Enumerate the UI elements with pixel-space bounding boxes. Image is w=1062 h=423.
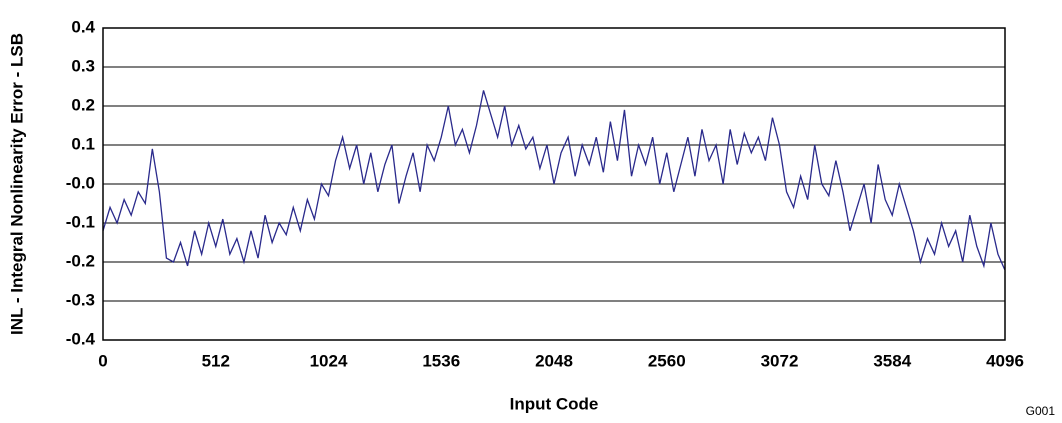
y-axis-label: INL - Integral Nonlinearity Error - LSB [7, 33, 26, 335]
x-tick-label: 512 [202, 351, 230, 370]
y-tick-label: -0.2 [66, 251, 95, 270]
y-tick-label: -0.3 [66, 290, 95, 309]
y-tick-label: 0.3 [71, 56, 95, 75]
data-line [102, 90, 1006, 271]
x-tick-label: 1024 [310, 351, 348, 370]
y-tick-label: -0.4 [66, 329, 96, 348]
y-tick-label: 0.4 [71, 17, 95, 36]
x-tick-label: 3584 [873, 351, 911, 370]
x-axis-label: Input Code [510, 394, 599, 413]
y-tick-label: 0.2 [71, 95, 95, 114]
plot-border [102, 27, 1006, 341]
x-tick-label: 0 [98, 351, 107, 370]
x-tick-label: 1536 [422, 351, 460, 370]
x-tick-label: 2048 [535, 351, 573, 370]
y-tick-label: -0.0 [66, 173, 95, 192]
y-tick-label: 0.1 [71, 134, 95, 153]
y-tick-label: -0.1 [66, 212, 95, 231]
annotation: G001 [1026, 404, 1056, 418]
x-tick-label: 3072 [761, 351, 799, 370]
x-tick-label: 2560 [648, 351, 686, 370]
x-tick-label: 4096 [986, 351, 1024, 370]
